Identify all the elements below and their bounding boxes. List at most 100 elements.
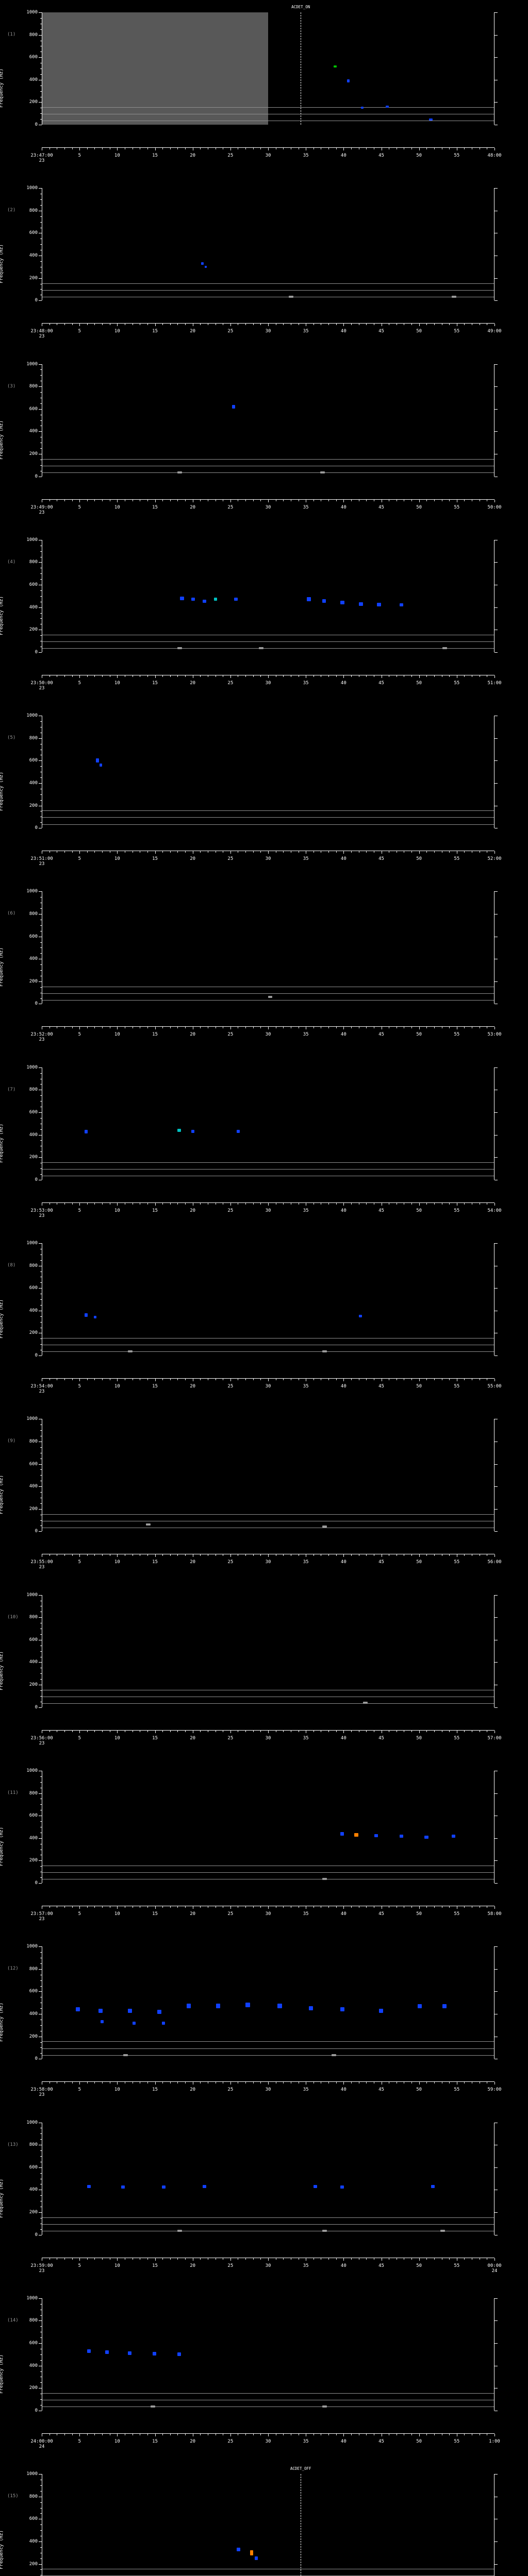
x-axis-tick-label: 55:00: [487, 1384, 502, 1389]
x-axis-tick-label: 55: [454, 856, 460, 862]
x-axis-tick-label: 55: [454, 2438, 460, 2444]
y-axis-minor-tick: [40, 1129, 42, 1130]
x-axis-tick: [419, 1554, 420, 1557]
x-axis-minor-tick: [449, 2258, 450, 2260]
x-axis-tick: [155, 851, 156, 854]
y-axis-minor-tick: [40, 2360, 42, 2361]
x-axis-tick-label: 40: [340, 680, 346, 686]
x-axis-tick-label: 55: [454, 1032, 460, 1038]
y-axis-minor-tick: [40, 1316, 42, 1317]
x-axis-tick-label: 50: [416, 2438, 422, 2444]
x-axis-tick-label: 45: [378, 856, 384, 862]
y-axis-tick: [39, 2320, 42, 2321]
x-axis-minor-tick: [328, 1202, 329, 1205]
y-axis-tick-label: 400: [29, 1308, 38, 1313]
guide-line: [42, 824, 494, 825]
y-axis-minor-tick: [40, 2133, 42, 2134]
y-axis-tick-right: [494, 1531, 498, 1532]
x-axis-tick-label: 30: [265, 504, 271, 510]
y-axis-tick: [39, 188, 42, 189]
x-axis-minor-tick: [366, 1202, 367, 1205]
x-axis-minor-tick: [200, 324, 201, 326]
y-axis-tick: [39, 35, 42, 36]
x-axis-tick: [343, 1027, 344, 1030]
x-axis-tick-label: 45: [378, 1911, 384, 1917]
x-axis-minor-tick: [253, 851, 254, 853]
x-axis-tick: [155, 324, 156, 327]
x-axis-tick-label: 23:52:00 23: [30, 1032, 53, 1043]
x-axis-minor-tick: [351, 1027, 352, 1029]
x-axis: 23:47:00 23 5 10 15 20 25 30 35 40 45 50 55 48:00: [30, 147, 502, 163]
x-axis-tick-label: 53:00: [487, 1032, 502, 1038]
x-axis-tick: [230, 2082, 231, 2085]
x-axis-tick: [230, 1730, 231, 1733]
y-axis-tick-right: [494, 1486, 498, 1487]
x-axis-tick: [79, 1730, 80, 1733]
x-axis-tick-label: 50: [416, 2263, 422, 2268]
x-axis-minor-tick: [253, 1730, 254, 1732]
x-axis-tick-label: 40: [340, 1735, 346, 1741]
x-axis-minor-tick: [200, 2082, 201, 2084]
y-axis-minor-tick: [40, 420, 42, 421]
x-axis-tick: [419, 2258, 420, 2261]
y-axis-tick: [39, 1486, 42, 1487]
x-axis-tick-label: 1:00: [489, 2438, 500, 2444]
y-axis-tick: [39, 1531, 42, 1532]
x-axis-tick: [155, 1554, 156, 1557]
x-axis-minor-tick: [336, 324, 337, 326]
x-axis-tick-label: 35: [303, 504, 309, 510]
y-axis-minor-tick: [40, 998, 42, 999]
x-axis-minor-tick: [94, 2433, 95, 2435]
x-axis-tick-label: 55: [454, 329, 460, 334]
x-axis-tick: [230, 2258, 231, 2261]
y-axis-title: Frequency (Hz): [0, 420, 4, 460]
x-axis-tick: [343, 1202, 344, 1206]
y-axis-tick-label: 400: [29, 1835, 38, 1841]
x-axis-tick-label: 55: [454, 1735, 460, 1741]
y-axis-minor-tick: [40, 551, 42, 552]
x-axis-minor-tick: [177, 851, 178, 853]
y-axis-tick-right: [494, 102, 498, 103]
x-axis-minor-tick: [260, 851, 261, 853]
spectrogram-panel: (13) 1000 800 600 400 200 0 Frequency (Hz) 23:59…: [0, 2110, 528, 2286]
x-axis-minor-tick: [170, 148, 171, 149]
y-axis-tick-label: 200: [29, 2385, 38, 2391]
y-axis-tick: [39, 562, 42, 563]
x-axis-minor-tick: [64, 2258, 65, 2260]
y-axis-tick-right: [494, 981, 498, 982]
x-axis-minor-tick: [336, 1730, 337, 1732]
y-axis-minor-tick: [40, 1782, 42, 1783]
x-axis-minor-tick: [328, 148, 329, 149]
y-axis-tick-label: 600: [29, 2164, 38, 2170]
x-axis-tick-label: 15: [152, 2087, 158, 2093]
x-axis-tick-label: 45: [378, 680, 384, 686]
x-axis-tick: [268, 1730, 269, 1733]
y-axis-tick: [39, 1969, 42, 1970]
y-axis-minor-tick: [40, 2524, 42, 2526]
y-axis-tick-label: 800: [29, 735, 38, 741]
x-axis-tick-label: 30: [265, 1911, 271, 1917]
x-axis-tick: [117, 1554, 118, 1557]
x-axis-tick-label: 10: [114, 1735, 120, 1741]
x-axis-minor-tick: [245, 1906, 246, 1908]
x-axis-tick-label: 35: [303, 329, 309, 334]
detection-trace: [268, 996, 272, 998]
spectrogram-panel: (12) 1000 800 600 400 200 0 Frequency (Hz) 23:58…: [0, 1934, 528, 2110]
y-axis-tick: [39, 607, 42, 608]
y-axis-tick-right: [494, 1595, 498, 1596]
